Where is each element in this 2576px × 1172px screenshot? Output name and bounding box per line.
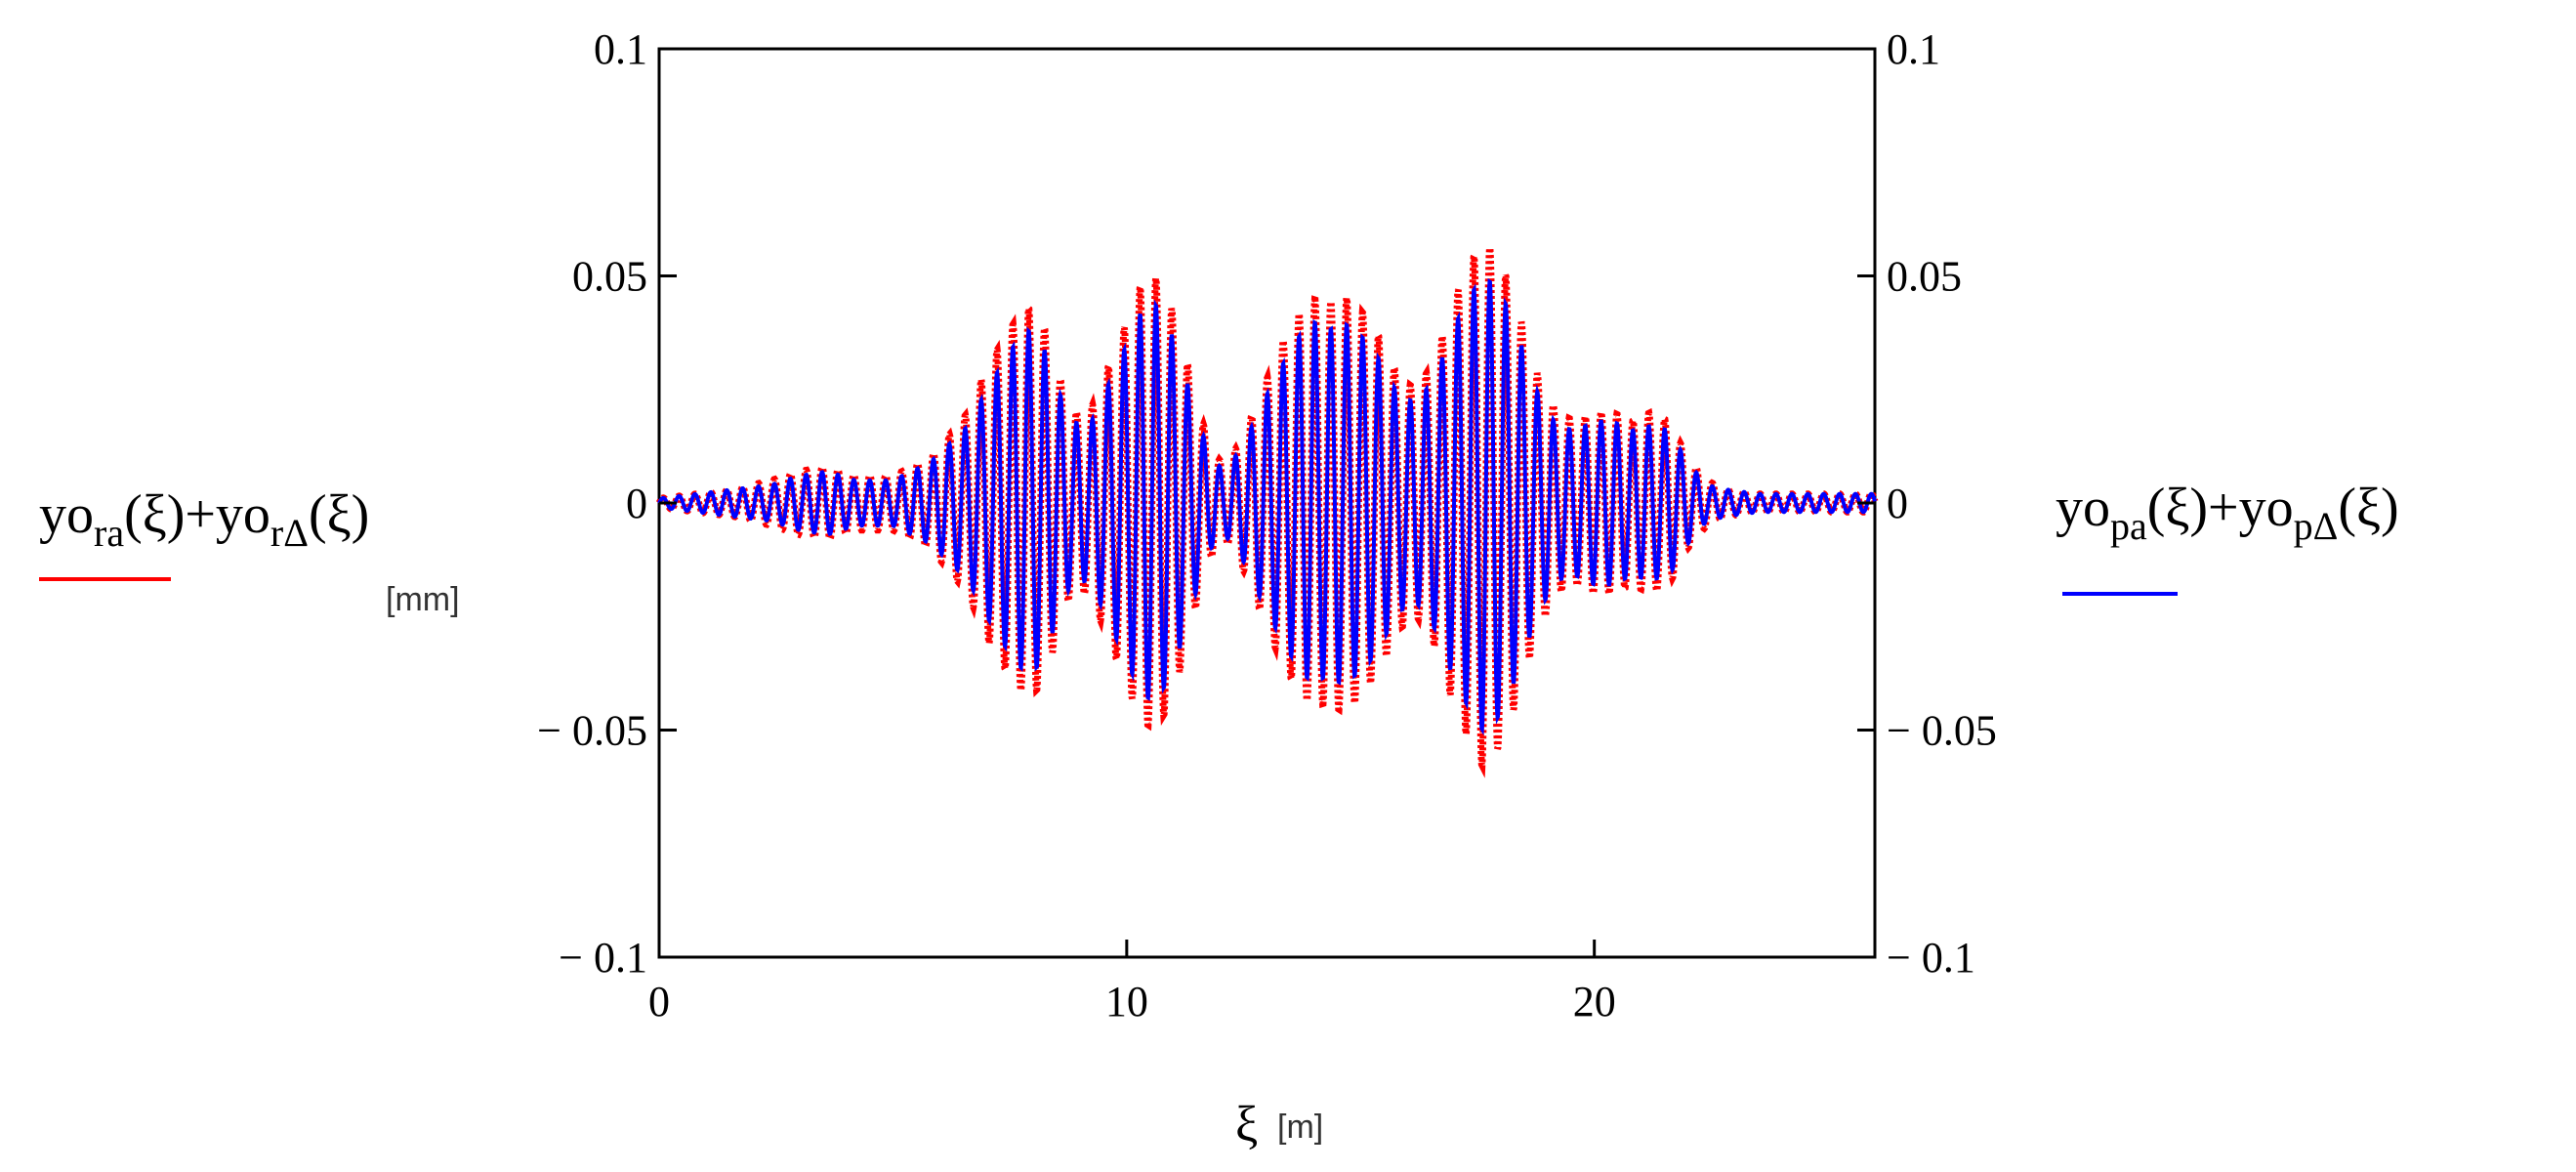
y-tick-label-left: 0	[626, 480, 647, 527]
series-line-red	[655, 240, 1879, 778]
y-tick-label-right: 0	[1887, 480, 1908, 527]
y-tick-label-right: − 0.05	[1887, 707, 1997, 755]
legend-left-label: yora(ξ)+yorΔ(ξ)	[39, 484, 369, 555]
x-axis-label: ξ	[1235, 1097, 1258, 1152]
x-tick-label: 0	[648, 978, 670, 1026]
x-tick-label: 10	[1105, 978, 1148, 1026]
y-tick-label-left: − 0.05	[537, 707, 647, 755]
series-layer	[655, 240, 1879, 778]
x-unit-label: [m]	[1277, 1109, 1323, 1146]
y-tick-label-right: − 0.1	[1887, 934, 1975, 982]
ticks-layer: 0 10 20 0.1 0.1 0.05 0.05 0 0 − 0.05 − 0.05 − 0.1 − …	[537, 25, 1997, 1026]
y-tick-label-left: 0.1	[594, 25, 647, 73]
y-tick-label-right: 0.05	[1887, 253, 1962, 301]
x-tick-label: 20	[1573, 978, 1616, 1026]
y-tick-label-left: 0.05	[572, 253, 647, 301]
legend-right-label: yopa(ξ)+yopΔ(ξ)	[2056, 478, 2399, 548]
y-tick-label-left: − 0.1	[559, 934, 647, 982]
y-tick-label-right: 0.1	[1887, 25, 1940, 73]
y-unit-label: [mm]	[386, 581, 460, 618]
series-line-blue	[657, 277, 1877, 735]
